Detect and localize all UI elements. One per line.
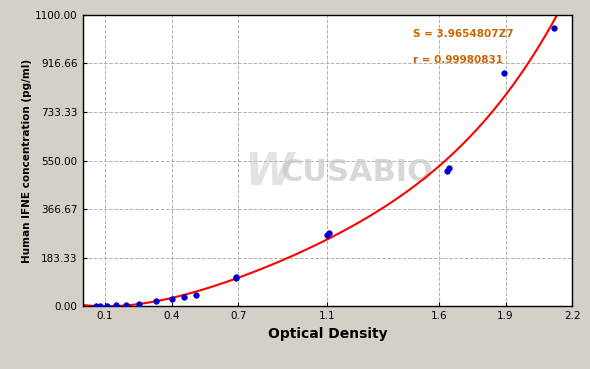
Point [231,276,241,282]
Point [102,303,112,309]
X-axis label: Optical Density: Optical Density [268,327,387,341]
Point [324,230,334,236]
Point [499,70,509,76]
Point [91,303,100,309]
Text: S = 3.9654807Z7: S = 3.9654807Z7 [413,29,514,39]
Text: W: W [244,151,293,194]
Point [445,166,454,172]
Point [122,302,131,308]
Point [179,294,189,300]
Text: CUSABIO: CUSABIO [280,158,433,187]
Point [134,301,143,307]
Text: r = 0.99980831: r = 0.99980831 [413,55,503,65]
Point [232,274,241,280]
Point [168,296,177,302]
Point [322,232,332,238]
Point [95,303,104,309]
Point [549,25,559,31]
Point [151,299,160,304]
Y-axis label: Human IFNE concentration (pg/ml): Human IFNE concentration (pg/ml) [22,58,32,263]
Point [191,292,201,298]
Point [111,302,120,308]
Point [442,168,452,174]
